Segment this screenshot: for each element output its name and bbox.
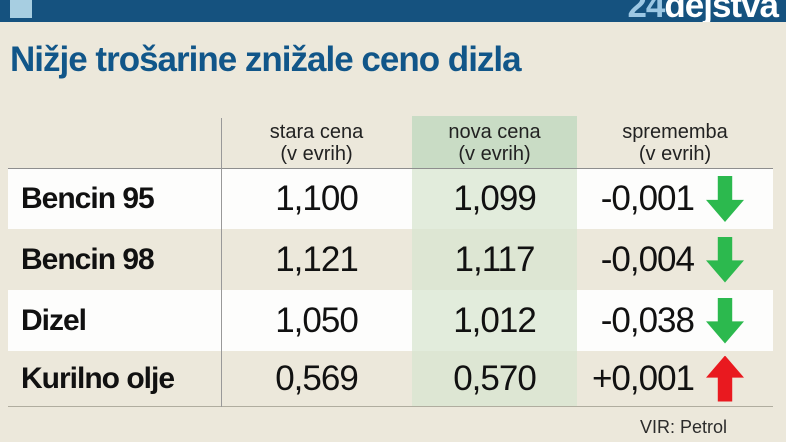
new-price-value: 1,012 <box>412 290 577 351</box>
source-note: VIR: Petrol <box>639 417 727 437</box>
change-cell: -0,001 <box>577 169 773 229</box>
new-price-value: 0,570 <box>412 351 577 406</box>
change-value: -0,001 <box>600 179 695 218</box>
price-table: stara cena (v evrih) nova cena (v evrih)… <box>8 116 773 407</box>
logo-prefix: 24 <box>627 0 665 22</box>
top-brand-bar: 24dejstva <box>0 0 786 22</box>
trend-down-arrow-icon <box>706 297 744 344</box>
old-price-value: 1,100 <box>275 179 359 218</box>
trend-up-arrow-icon <box>706 355 744 402</box>
table-bottom-border <box>8 406 773 407</box>
header-cell-empty <box>8 116 221 168</box>
change-value: -0,038 <box>600 300 695 340</box>
change-cell: -0,004 <box>577 229 773 290</box>
row-label: Bencin 95 <box>21 182 155 215</box>
table-row-kurilno-olje: Kurilno olje 0,569 0,570 +0,001 <box>8 351 773 406</box>
change-cell: -0,038 <box>577 290 773 351</box>
page-title: Nižje trošarine znižale ceno dizla <box>10 40 522 79</box>
old-price-value: 1,050 <box>275 300 359 340</box>
new-price-value: 1,117 <box>412 229 577 290</box>
table-header-row: stara cena (v evrih) nova cena (v evrih)… <box>8 116 773 168</box>
table-row-dizel: Dizel 1,050 1,012 -0,038 <box>8 290 773 351</box>
change-value: +0,001 <box>591 358 695 398</box>
header-new-line1: nova cena <box>448 121 541 143</box>
table-row-bencin-98: Bencin 98 1,121 1,117 -0,004 <box>8 229 773 290</box>
trend-down-arrow-icon <box>706 176 744 222</box>
table-row-bencin-95: Bencin 95 1,100 1,099 -0,001 <box>8 169 773 229</box>
old-price-value: 1,121 <box>275 239 359 279</box>
header-cell-new-price: nova cena (v evrih) <box>412 116 577 168</box>
header-change-line2: (v evrih) <box>638 143 712 165</box>
header-cell-old-price: stara cena (v evrih) <box>221 116 412 168</box>
row-label: Dizel <box>21 303 87 337</box>
column-divider-line <box>221 118 222 407</box>
change-value: -0,004 <box>600 239 695 279</box>
header-cell-change: sprememba (v evrih) <box>577 116 773 168</box>
table-top-border <box>8 168 773 169</box>
brand-square-icon <box>10 0 32 18</box>
trend-down-arrow-icon <box>706 236 744 283</box>
header-old-line1: stara cena <box>269 121 364 143</box>
old-price-value: 0,569 <box>275 358 359 398</box>
row-label: Bencin 98 <box>21 242 155 276</box>
header-old-line2: (v evrih) <box>280 143 353 165</box>
header-new-line2: (v evrih) <box>458 143 531 165</box>
logo-24dejstva: 24dejstva <box>627 0 779 22</box>
change-cell: +0,001 <box>577 351 773 406</box>
row-label: Kurilno olje <box>21 361 175 395</box>
header-change-line1: sprememba <box>622 121 728 143</box>
logo-suffix: dejstva <box>664 0 779 22</box>
new-price-value: 1,099 <box>412 169 577 229</box>
